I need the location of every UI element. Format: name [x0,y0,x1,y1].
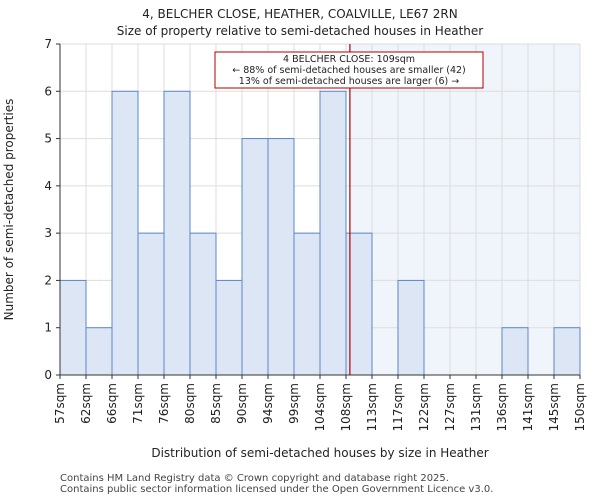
bar [267,138,295,376]
y-tick-label: 0 [44,368,52,382]
x-tick-label: 66sqm [105,383,119,424]
x-tick-label: 127sqm [443,383,457,431]
bar [319,90,347,376]
y-tick-label: 6 [44,84,52,98]
chart-title: 4, BELCHER CLOSE, HEATHER, COALVILLE, LE… [142,7,458,21]
annotation-line: ← 88% of semi-detached houses are smalle… [232,65,466,76]
bar [59,279,87,376]
annotation-line: 4 BELCHER CLOSE: 109sqm [283,54,415,65]
x-tick-label: 117sqm [391,383,405,431]
x-tick-label: 104sqm [313,383,327,431]
footer-line-2: Contains public sector information licen… [60,484,494,495]
bar [553,327,581,376]
bar [397,279,425,376]
x-tick-label: 141sqm [521,383,535,431]
x-axis-label: Distribution of semi-detached houses by … [151,446,488,460]
bar [241,138,269,376]
y-tick-label: 1 [44,321,52,335]
x-tick-label: 94sqm [261,383,275,424]
annotation-line: 13% of semi-detached houses are larger (… [239,76,459,87]
footer-line-1: Contains HM Land Registry data © Crown c… [60,473,449,484]
x-tick-label: 76sqm [157,383,171,424]
x-tick-label: 57sqm [53,383,67,424]
x-tick-label: 108sqm [339,383,353,431]
y-tick-label: 4 [44,179,52,193]
bar [293,232,321,376]
bar [85,327,113,376]
y-tick-label: 7 [44,37,52,51]
annotation-box [214,51,484,89]
x-tick-label: 136sqm [495,383,509,431]
x-tick-label: 99sqm [287,383,301,424]
x-tick-label: 80sqm [183,383,197,424]
x-tick-label: 71sqm [131,383,145,424]
x-tick-label: 122sqm [417,383,431,431]
bar [137,232,165,376]
y-tick-label: 2 [44,273,52,287]
x-tick-label: 113sqm [365,383,379,431]
chart-subtitle: Size of property relative to semi-detach… [116,24,484,38]
x-tick-label: 145sqm [547,383,561,431]
bar [215,279,243,376]
bar [189,232,217,376]
x-tick-label: 90sqm [235,383,249,424]
x-tick-label: 62sqm [79,383,93,424]
x-tick-label: 85sqm [209,383,223,424]
y-tick-label: 5 [44,132,52,146]
x-tick-label: 131sqm [469,383,483,431]
bar [501,327,529,376]
y-axis-label: Number of semi-detached properties [2,99,16,321]
highlight-region [349,44,580,375]
y-tick-label: 3 [44,226,52,240]
x-tick-label: 150sqm [573,383,587,431]
bar [163,90,191,376]
bar [111,90,139,376]
